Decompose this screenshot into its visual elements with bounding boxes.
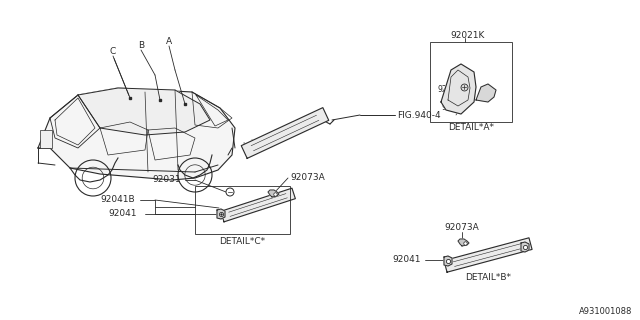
- Text: A: A: [166, 37, 172, 46]
- Text: DETAIL*B*: DETAIL*B*: [465, 274, 511, 283]
- Text: DETAIL*C*: DETAIL*C*: [220, 237, 266, 246]
- Text: 92031: 92031: [152, 175, 180, 185]
- Polygon shape: [444, 256, 452, 266]
- Text: 92041B: 92041B: [100, 196, 134, 204]
- Text: A931001088: A931001088: [579, 308, 632, 316]
- Polygon shape: [268, 190, 279, 197]
- Text: FIG.940-4: FIG.940-4: [397, 110, 440, 119]
- Polygon shape: [521, 242, 529, 252]
- Text: 92073A: 92073A: [290, 173, 324, 182]
- Circle shape: [226, 188, 234, 196]
- Polygon shape: [221, 188, 296, 222]
- Polygon shape: [78, 88, 210, 135]
- Text: DETAIL*A*: DETAIL*A*: [448, 124, 494, 132]
- Polygon shape: [217, 209, 225, 219]
- Text: 92041: 92041: [108, 210, 136, 219]
- Text: C: C: [110, 47, 116, 57]
- Text: 92041: 92041: [392, 255, 420, 265]
- Polygon shape: [476, 84, 496, 102]
- Text: 92021K: 92021K: [450, 31, 484, 41]
- Text: 92073A: 92073A: [445, 223, 479, 233]
- Polygon shape: [458, 239, 469, 246]
- Text: 92084: 92084: [438, 85, 462, 94]
- FancyBboxPatch shape: [40, 130, 52, 148]
- Text: B: B: [138, 42, 144, 51]
- Polygon shape: [441, 64, 476, 114]
- Polygon shape: [241, 108, 329, 158]
- Polygon shape: [444, 238, 532, 272]
- Text: 92023: 92023: [442, 103, 466, 113]
- Polygon shape: [38, 88, 235, 180]
